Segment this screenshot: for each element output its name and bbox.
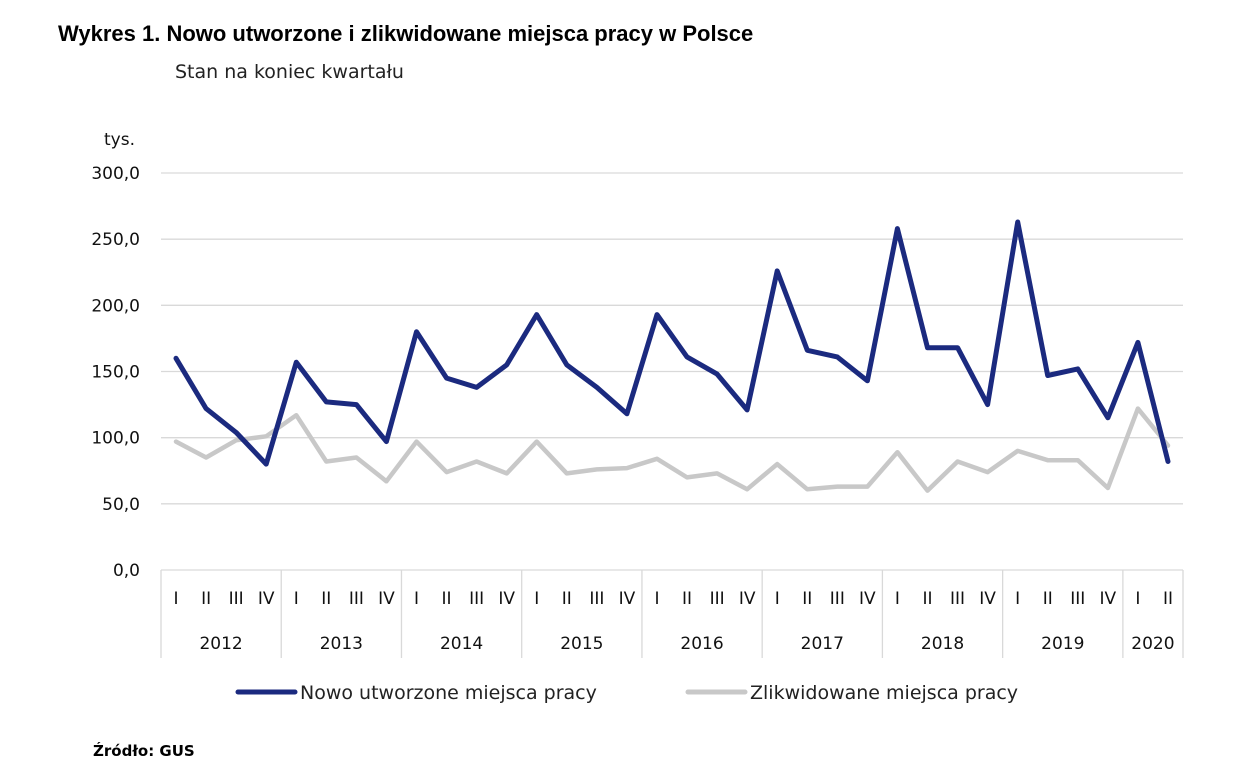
y-axis-unit: tys. [104, 130, 135, 150]
year-label: 2018 [921, 634, 964, 654]
year-label: 2019 [1041, 634, 1084, 654]
source-note: Źródło: GUS [93, 741, 195, 760]
quarter-label: II [1163, 589, 1173, 609]
year-label: 2020 [1131, 634, 1174, 654]
quarter-label: II [1043, 589, 1053, 609]
quarter-label: I [1015, 589, 1020, 609]
chart-title: Wykres 1. Nowo utworzone i zlikwidowane … [58, 21, 753, 46]
y-tick-label: 150,0 [91, 363, 140, 383]
quarter-label: II [682, 589, 692, 609]
quarter-label: III [349, 589, 364, 609]
quarter-label: I [414, 589, 419, 609]
year-label: 2013 [320, 634, 363, 654]
quarter-label: I [534, 589, 539, 609]
quarter-label: III [469, 589, 484, 609]
quarter-label: II [321, 589, 331, 609]
quarter-label: IV [859, 589, 876, 609]
quarter-label: IV [739, 589, 756, 609]
quarter-label: I [174, 589, 179, 609]
year-label: 2012 [199, 634, 242, 654]
quarter-label: III [229, 589, 244, 609]
year-label: 2014 [440, 634, 483, 654]
quarter-label: I [294, 589, 299, 609]
y-tick-label: 250,0 [91, 230, 140, 250]
y-tick-label: 50,0 [102, 495, 140, 515]
y-tick-label: 0,0 [113, 561, 140, 581]
quarter-label: III [1070, 589, 1085, 609]
quarter-label: IV [258, 589, 275, 609]
y-tick-label: 200,0 [91, 296, 140, 316]
legend-label: Nowo utworzone miejsca pracy [300, 682, 597, 704]
quarter-label: I [1135, 589, 1140, 609]
y-tick-label: 100,0 [91, 429, 140, 449]
series-line-zlikwidowane [173, 406, 1171, 493]
quarter-label: II [562, 589, 572, 609]
year-label: 2017 [801, 634, 844, 654]
chart-subtitle: Stan na koniec kwartału [175, 61, 404, 83]
quarter-label: II [442, 589, 452, 609]
quarter-label: I [895, 589, 900, 609]
quarter-label: II [201, 589, 211, 609]
quarter-label: II [922, 589, 932, 609]
quarter-label: I [654, 589, 659, 609]
quarter-label: III [830, 589, 845, 609]
quarter-label: III [589, 589, 604, 609]
year-label: 2016 [680, 634, 723, 654]
quarter-label: IV [619, 589, 636, 609]
quarter-label: IV [979, 589, 996, 609]
y-tick-label: 300,0 [91, 164, 140, 184]
quarter-label: III [710, 589, 725, 609]
quarter-label: IV [378, 589, 395, 609]
quarter-label: IV [498, 589, 515, 609]
quarter-label: II [802, 589, 812, 609]
quarter-label: III [950, 589, 965, 609]
year-label: 2015 [560, 634, 603, 654]
quarter-label: I [775, 589, 780, 609]
series-line-nowo-utworzone [173, 219, 1171, 467]
legend-label: Zlikwidowane miejsca pracy [750, 682, 1018, 704]
quarter-label: IV [1100, 589, 1117, 609]
